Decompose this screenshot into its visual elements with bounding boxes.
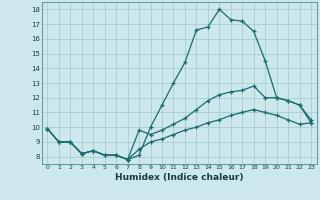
- X-axis label: Humidex (Indice chaleur): Humidex (Indice chaleur): [115, 173, 244, 182]
